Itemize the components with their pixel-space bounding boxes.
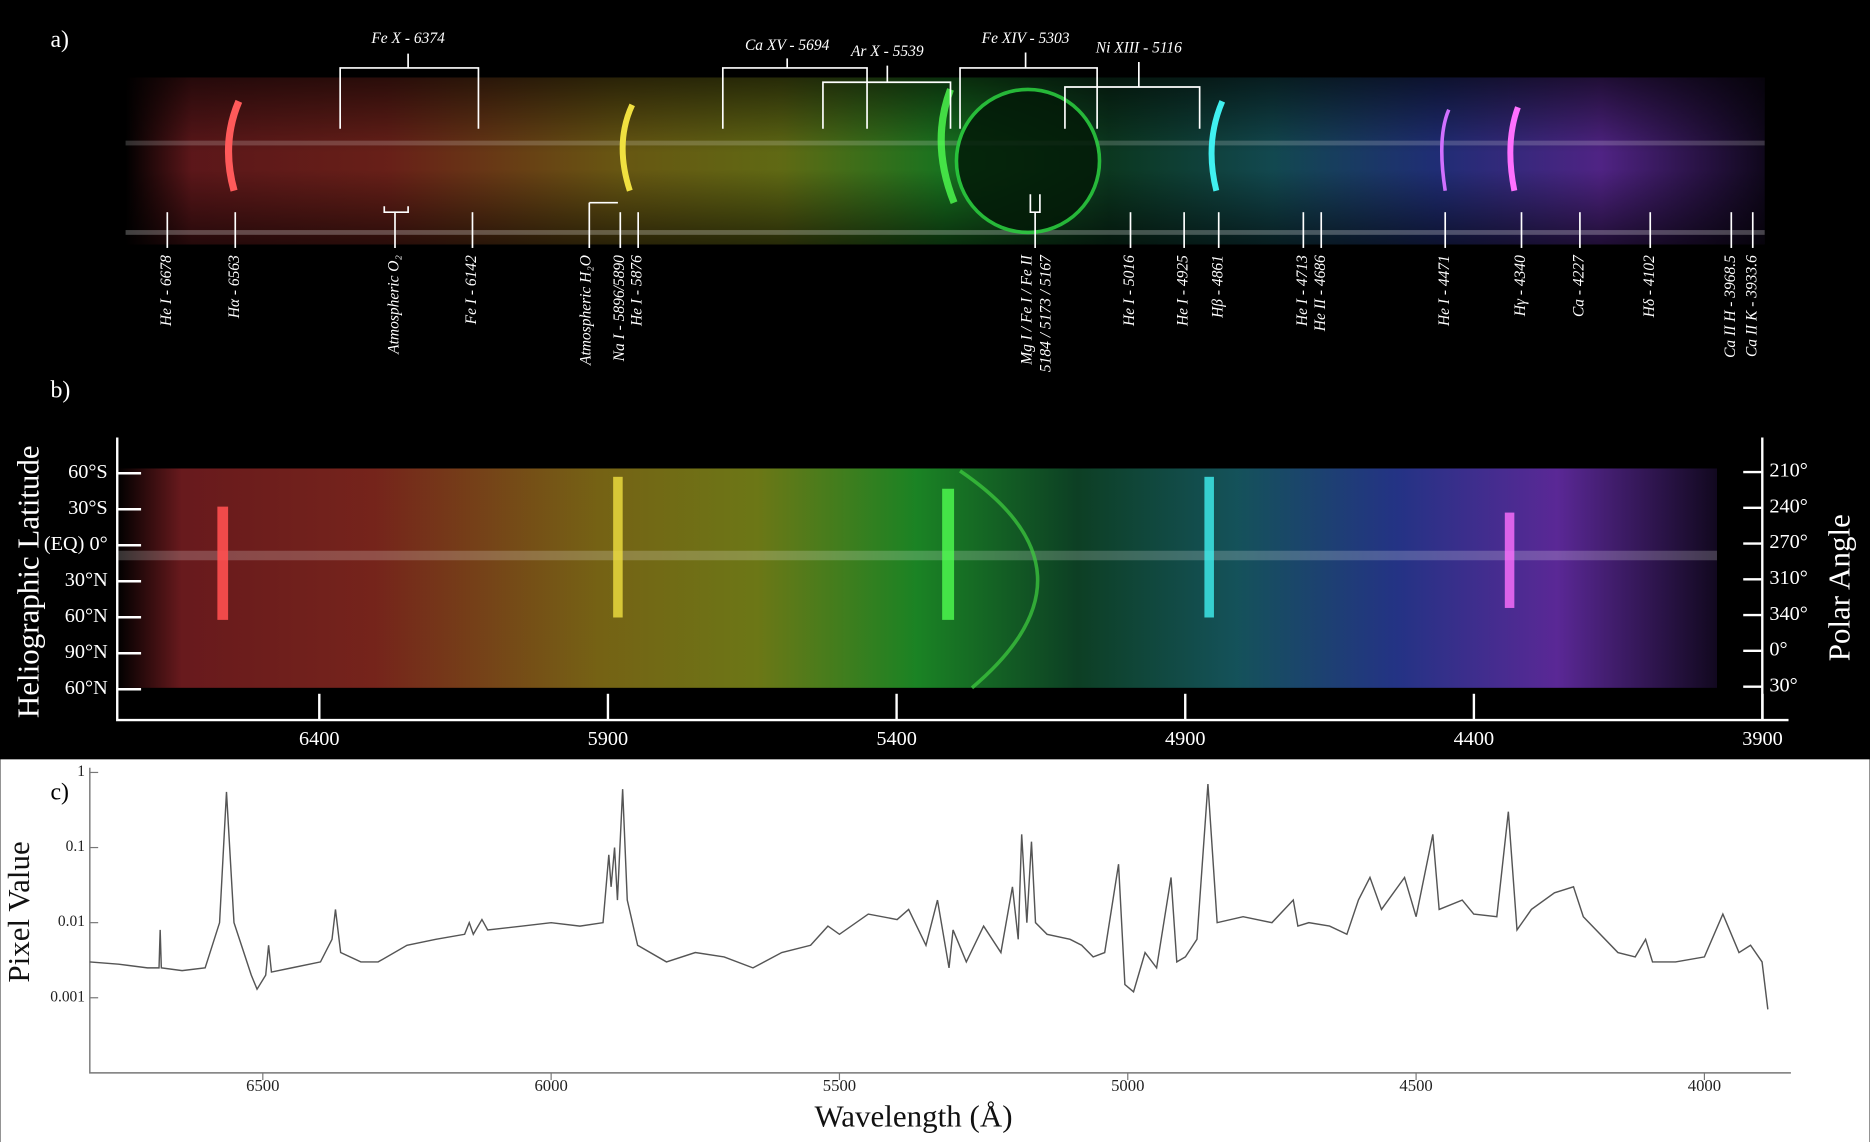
line-label: Ca II H - 3968.5: [1722, 255, 1739, 358]
x-tick-label: 6000: [534, 1076, 567, 1095]
y2-tick-label: 0°: [1769, 639, 1787, 661]
line-label: Hγ - 4340: [1512, 255, 1529, 317]
y-tick-label: 90°N: [65, 641, 108, 663]
y2-tick-label: 30°: [1769, 674, 1797, 696]
x-axis-title: Wavelength (Å): [815, 1098, 1013, 1133]
y2-tick-label: 340°: [1769, 603, 1807, 625]
y-tick-label: 0.01: [58, 913, 85, 930]
x-tick-label: 3900: [1742, 728, 1783, 750]
coronal-label: Ar X - 5539: [850, 43, 924, 60]
spectrum-line: [89, 784, 1769, 1010]
coronal-label: Fe X - 6374: [370, 30, 445, 47]
y2-tick-label: 310°: [1769, 567, 1807, 589]
x-tick-label: 5400: [876, 728, 917, 750]
panel-label: b): [50, 378, 70, 404]
x-tick-label: 4500: [1399, 1076, 1432, 1095]
line-label: Hα - 6563: [226, 255, 243, 319]
y-tick-label: 0.1: [66, 838, 85, 855]
y2-axis-title: Polar Angle: [1821, 514, 1856, 661]
line-label: Atmospheric O₂: [386, 254, 403, 354]
line-label: He II - 4686: [1312, 255, 1329, 332]
line-label: He I - 4471: [1436, 255, 1453, 327]
y-tick-label: 0.001: [50, 988, 85, 1005]
y2-tick-label: 210°: [1769, 460, 1807, 482]
coronal-label: Ni XIII - 5116: [1095, 39, 1182, 56]
coronal-label: Ca XV - 5694: [745, 37, 830, 54]
line-label: Ca - 4227: [1570, 254, 1587, 317]
x-tick-label: 6500: [246, 1076, 279, 1095]
line-label: He I - 5016: [1121, 255, 1138, 327]
line-label: Atmospheric H₂O: [577, 255, 594, 366]
panel-label: c): [50, 779, 69, 805]
y-tick-label: 60°N: [65, 677, 108, 699]
line-label: Mg I / Fe I / Fe II: [1019, 254, 1036, 365]
panel-label: a): [50, 27, 69, 53]
coronal-brackets: [339, 52, 1201, 248]
x-tick-label: 4900: [1165, 728, 1206, 750]
x-tick-label: 4000: [1688, 1076, 1721, 1095]
y-axis-title: Heliographic Latitude: [11, 445, 46, 718]
x-tick-label: 5900: [588, 728, 629, 750]
light-background: [0, 759, 1870, 1142]
line-label: He I - 5876: [629, 255, 646, 327]
y-tick-label: (EQ) 0°: [44, 533, 108, 555]
line-label: Ca II K - 3933.6: [1743, 255, 1760, 357]
x-tick-label: 5500: [823, 1076, 856, 1095]
y2-tick-label: 240°: [1769, 495, 1807, 517]
line-label: Hβ - 4861: [1209, 255, 1226, 319]
line-label: 5184 / 5173 / 5167: [1038, 254, 1055, 372]
y-tick-label: 30°N: [65, 569, 108, 591]
coronal-label: Fe XIV - 5303: [981, 30, 1070, 47]
x-tick-label: 6400: [299, 728, 340, 750]
line-label: Na I - 5896/5890: [611, 255, 628, 362]
panel-b-image: [117, 468, 1717, 690]
line-label: Hδ - 4102: [1641, 255, 1658, 319]
line-label: He I - 4713: [1294, 255, 1311, 327]
y-tick-label: 30°S: [68, 497, 108, 519]
plot-layer: He I - 6678 Hα - 6563 Atmospheric O₂ Fe I -…: [1, 30, 1856, 1134]
line-label: He I - 4925: [1175, 255, 1192, 327]
y-axis-title: Pixel Value: [1, 841, 36, 982]
line-label: He I - 6678: [158, 255, 175, 327]
panel-a-image: [125, 77, 1765, 245]
x-axis: [116, 437, 1789, 722]
line-label: Fe I - 6142: [463, 255, 480, 325]
y2-tick-label: 270°: [1769, 531, 1807, 553]
y-tick-label: 60°S: [68, 461, 108, 483]
axes: [89, 767, 1791, 1074]
y-tick-label: 1: [77, 763, 85, 780]
y-tick-label: 60°N: [65, 605, 108, 627]
x-tick-label: 4400: [1454, 728, 1495, 750]
x-tick-label: 5000: [1111, 1076, 1144, 1095]
